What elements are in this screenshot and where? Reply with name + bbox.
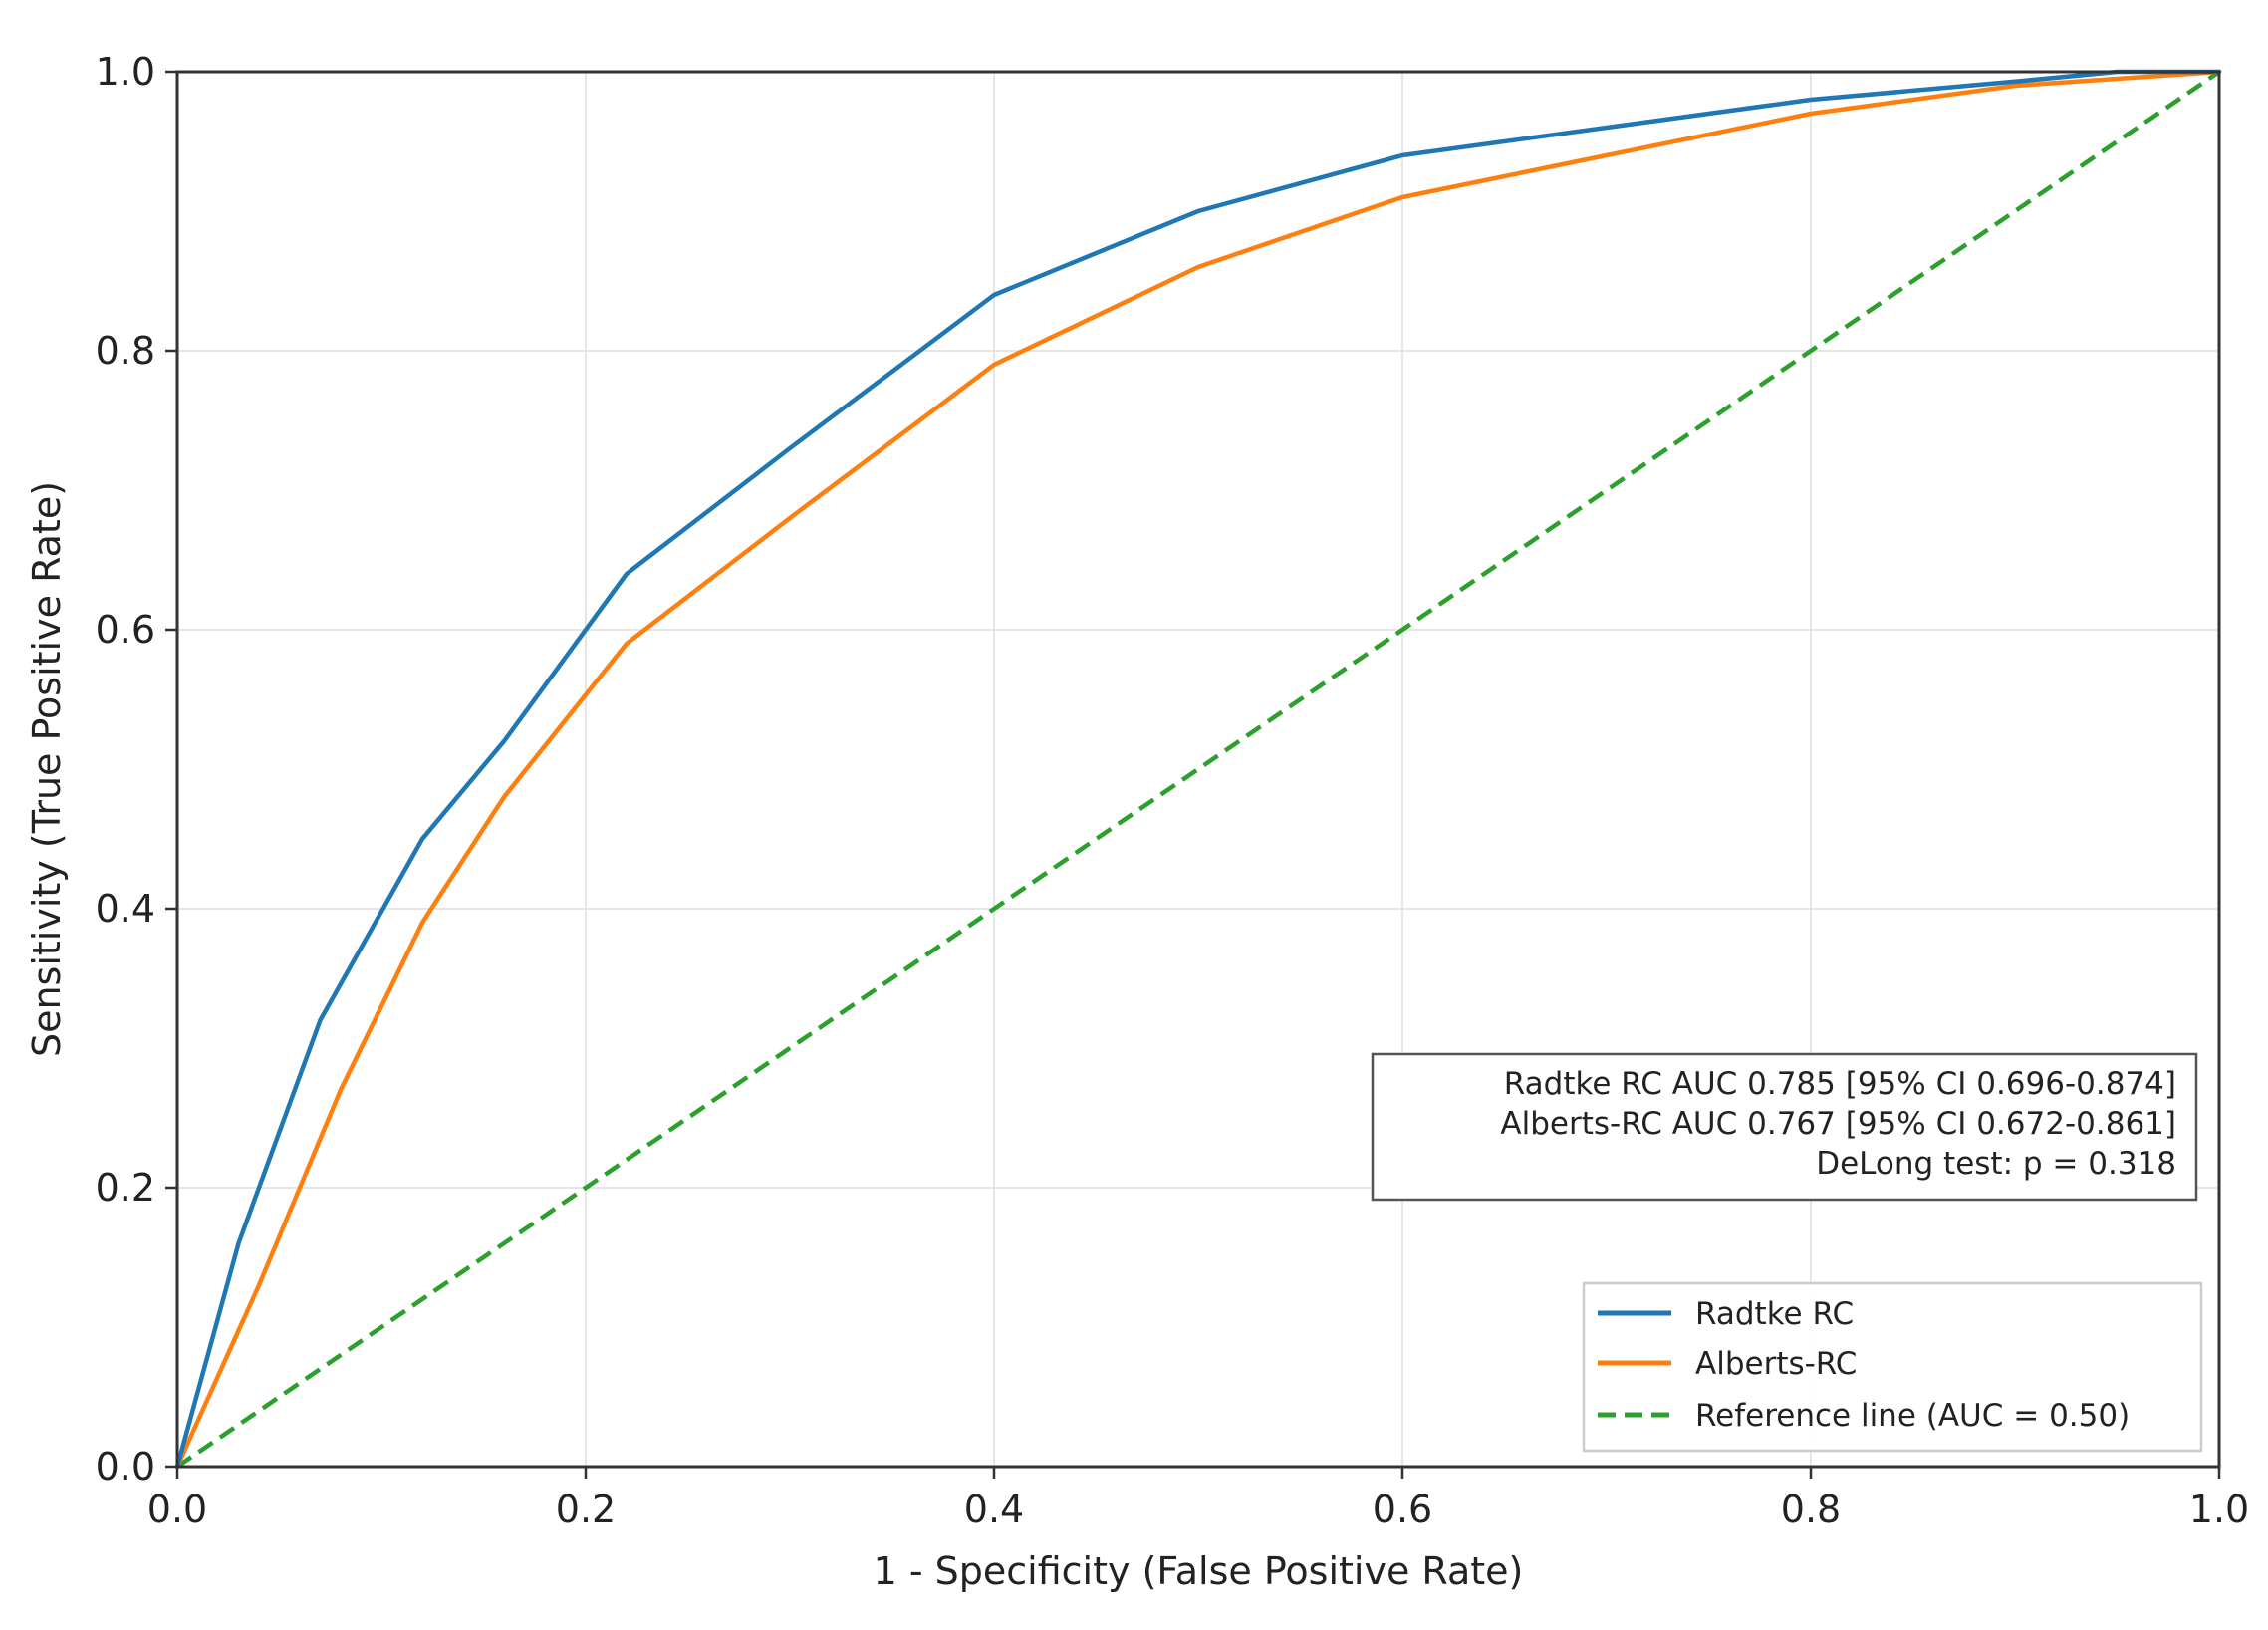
x-tick-label: 0.2	[556, 1488, 616, 1531]
annotation-border	[1371, 1052, 2198, 1202]
grid-lines	[176, 71, 2220, 1468]
legend-border	[1582, 1281, 2203, 1453]
series-line-1	[174, 69, 2222, 1470]
legend: Radtke RC Alberts-RC Reference line (AUC…	[1582, 1281, 2203, 1453]
axis-ticks: 0.0 0.2 0.4 0.6 0.8 1.0 0.0 0.2 0.4 0.6 0.8 1.0	[96, 50, 2250, 1531]
x-tick-label: 1.0	[2189, 1488, 2249, 1531]
plot-frame	[175, 70, 2221, 1469]
annotation-line-radtke: Radtke RC AUC 0.785 [95% CI 0.696-0.874]	[1504, 1066, 2176, 1102]
annotation-line-alberts: Alberts-RC AUC 0.767 [95% CI 0.672-0.861…	[1500, 1106, 2176, 1142]
x-axis-label: 1 - Specificity (False Positive Rate)	[874, 1549, 1524, 1593]
x-tick-label: 0.0	[147, 1488, 207, 1531]
series-group	[174, 69, 2222, 1470]
y-tick-label: 1.0	[96, 50, 155, 94]
x-tick-label: 0.6	[1373, 1488, 1432, 1531]
legend-label-alberts: Alberts-RC	[1695, 1346, 1857, 1382]
y-tick-label: 0.0	[96, 1445, 155, 1489]
y-tick-label: 0.2	[96, 1166, 155, 1210]
y-axis-label: Sensitivity (True Positive Rate)	[25, 481, 69, 1057]
legend-label-reference: Reference line (AUC = 0.50)	[1695, 1398, 2130, 1434]
y-tick-label: 0.6	[96, 608, 155, 652]
series-line-2	[175, 70, 2221, 1469]
x-tick-label: 0.8	[1781, 1488, 1841, 1531]
y-tick-label: 0.4	[96, 887, 155, 931]
annotation-line-delong: DeLong test: p = 0.318	[1816, 1146, 2176, 1182]
series-line-0	[174, 69, 2222, 1470]
x-tick-label: 0.4	[964, 1488, 1024, 1531]
legend-label-radtke: Radtke RC	[1695, 1296, 1854, 1332]
y-tick-label: 0.8	[96, 329, 155, 373]
auc-annotation-box: Radtke RC AUC 0.785 [95% CI 0.696-0.874]…	[1371, 1052, 2198, 1202]
